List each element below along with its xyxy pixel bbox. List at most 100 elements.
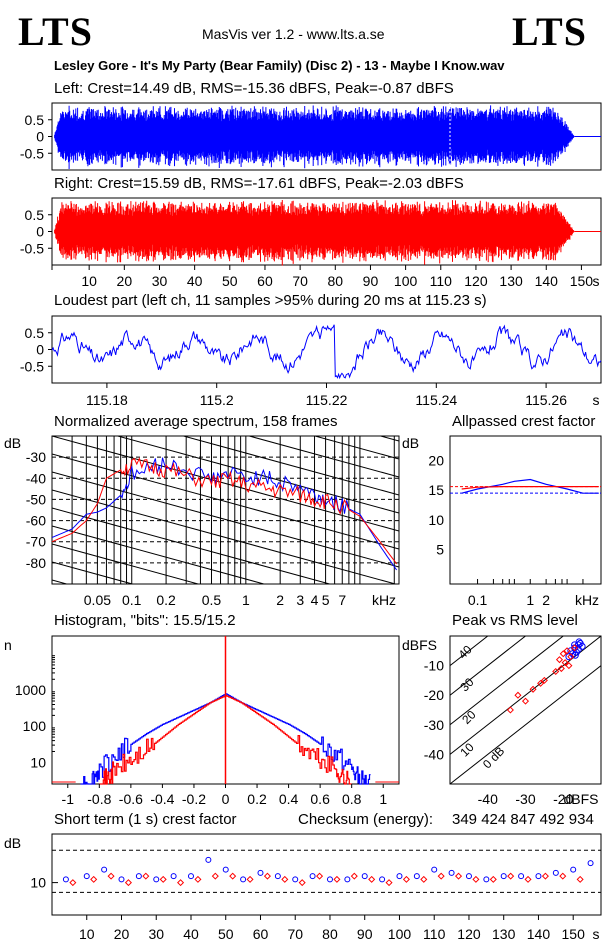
allpass-ytick: 20	[428, 453, 444, 469]
shortcrest-point-left	[240, 876, 247, 883]
shortcrest-point-left	[257, 869, 264, 876]
shortcrest-point-right	[368, 875, 376, 883]
time-tick-label: 20	[117, 273, 133, 289]
peakrms-diagonal	[450, 636, 601, 756]
loudest-xtick: s	[593, 392, 600, 408]
shortcrest-point-left	[587, 860, 594, 867]
peakrms-ytick: -20	[424, 687, 444, 703]
loudest-frame	[51, 315, 602, 384]
peakrms-diagonal	[450, 636, 565, 726]
peakrms-point-right	[559, 650, 567, 658]
peakrms-diag-label: 0 dB	[480, 744, 507, 771]
shortcrest-xtick: 70	[287, 926, 303, 942]
spectrum-grid	[52, 256, 399, 584]
shortcrest-xtick: 10	[79, 926, 95, 942]
spectrum-slope	[52, 328, 399, 423]
shortcrest-point-left	[344, 876, 351, 883]
shortcrest-point-right	[159, 875, 167, 883]
spectrum-slope	[52, 543, 200, 584]
shortcrest-point-right	[402, 875, 410, 883]
shortcrest-point-right	[142, 872, 150, 880]
shortcrest-point-left	[292, 876, 299, 883]
shortcrest-point-left	[535, 873, 542, 880]
peakrms-point-right	[506, 706, 514, 714]
shortcrest-point-right	[472, 875, 480, 883]
shortcrest-point-left	[465, 873, 472, 880]
waveform-ytick: 0.5	[25, 207, 45, 223]
shortcrest-point-left	[518, 873, 525, 880]
time-tick-label: 40	[187, 273, 203, 289]
allpass-ytick: 10	[428, 512, 444, 528]
shortcrest-xtick: 50	[218, 926, 234, 942]
shortcrest-xtick: 40	[183, 926, 199, 942]
time-tick-label: 90	[363, 273, 379, 289]
shortcrest-point-left	[309, 873, 316, 880]
histogram-ylabel: n	[4, 637, 12, 653]
checksum-label: Checksum (energy):	[298, 811, 434, 828]
peakrms-point-left	[575, 638, 583, 646]
waveform-ytick: -0.5	[20, 145, 44, 161]
shortcrest-point-right	[455, 872, 463, 880]
histogram-trace-right	[99, 695, 352, 785]
shortcrest-point-left	[431, 866, 438, 873]
spectrum-xtick: 0.5	[202, 592, 222, 608]
shortcrest-point-left	[326, 876, 333, 883]
allpass-xtick: 2	[542, 592, 550, 608]
peakrms-point-right	[565, 662, 573, 670]
shortcrest-xtick: 120	[457, 926, 481, 942]
shortcrest-point-left	[570, 866, 577, 873]
peakrms-point-right	[521, 697, 530, 705]
shortcrest-point-right	[385, 879, 393, 887]
spectrum-slope	[52, 453, 399, 550]
waveform-ytick: 0	[36, 129, 44, 145]
shortcrest-xtick: 30	[148, 926, 164, 942]
allpass-ytick: 15	[428, 482, 444, 498]
spectrum-ylabel: dB	[4, 435, 21, 451]
spectrum-xtick: 0.1	[122, 592, 142, 608]
peakrms-ytick: -10	[424, 658, 444, 674]
shortcrest-xtick: 150	[562, 926, 586, 942]
peakrms-point-right	[571, 644, 579, 652]
peakrms-ytick: -30	[424, 717, 444, 733]
time-tick-label: 10	[81, 273, 97, 289]
peakrms-diag-label: 30	[457, 675, 477, 695]
file-name: Lesley Gore - It's My Party (Bear Family…	[54, 58, 505, 73]
peakrms-point-left	[574, 641, 582, 649]
peakrms-point-right	[540, 676, 548, 684]
spectrum-xtick: 0.2	[156, 592, 176, 608]
spectrum-xtick: 4	[311, 592, 319, 608]
histogram-xtick: -0.2	[182, 791, 206, 807]
histogram-xtick: 0.4	[279, 791, 299, 807]
shortcrest-frame	[51, 833, 602, 916]
shortcrest-point-left	[135, 873, 142, 880]
shortcrest-point-right	[211, 872, 219, 880]
shortcrest-point-right	[524, 875, 532, 883]
loudest-part-title: Loudest part (left ch, 11 samples >95% d…	[54, 292, 487, 309]
histogram-xtick: 0.8	[342, 791, 362, 807]
shortcrest-point-right	[177, 879, 185, 887]
app-version: MasVis ver 1.2 - www.lts.a.se	[202, 26, 385, 42]
loudest-xtick: 115.26	[525, 392, 567, 408]
loudest-xtick: 115.22	[306, 392, 348, 408]
shortcrest-point-right	[90, 875, 98, 883]
shortcrest-point-left	[379, 876, 386, 883]
shortcrest-point-left	[153, 876, 160, 883]
waveform-ytick: 0.5	[25, 112, 45, 128]
peak-rms-title: Peak vs RMS level	[452, 612, 578, 629]
shortcrest-point-right	[107, 872, 115, 880]
shortcrest-xtick: 100	[388, 926, 412, 942]
spectrum-frame	[51, 435, 400, 585]
shortcrest-point-left	[396, 873, 403, 880]
peakrms-point-right	[537, 679, 545, 687]
peakrms-point-right	[514, 691, 522, 699]
shortcrest-xtick: s	[593, 926, 600, 942]
spectrum-slope	[52, 256, 399, 351]
spectrum-slope	[52, 292, 399, 387]
spectrum-title: Normalized average spectrum, 158 frames	[54, 413, 338, 430]
histogram-title: Histogram, "bits": 15.5/15.2	[54, 612, 236, 629]
spectrum-slope	[181, 436, 399, 496]
allpass-trace-right	[461, 486, 599, 490]
spectrum-slope	[52, 561, 135, 584]
histogram-xtick: -0.8	[87, 791, 111, 807]
